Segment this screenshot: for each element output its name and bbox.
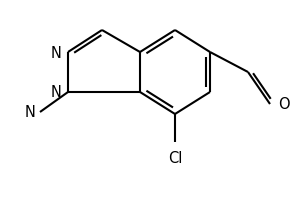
Text: Cl: Cl (168, 150, 182, 165)
Text: N: N (50, 45, 61, 60)
Text: O: O (278, 97, 290, 112)
Text: N: N (24, 105, 35, 120)
Text: N: N (50, 85, 61, 100)
